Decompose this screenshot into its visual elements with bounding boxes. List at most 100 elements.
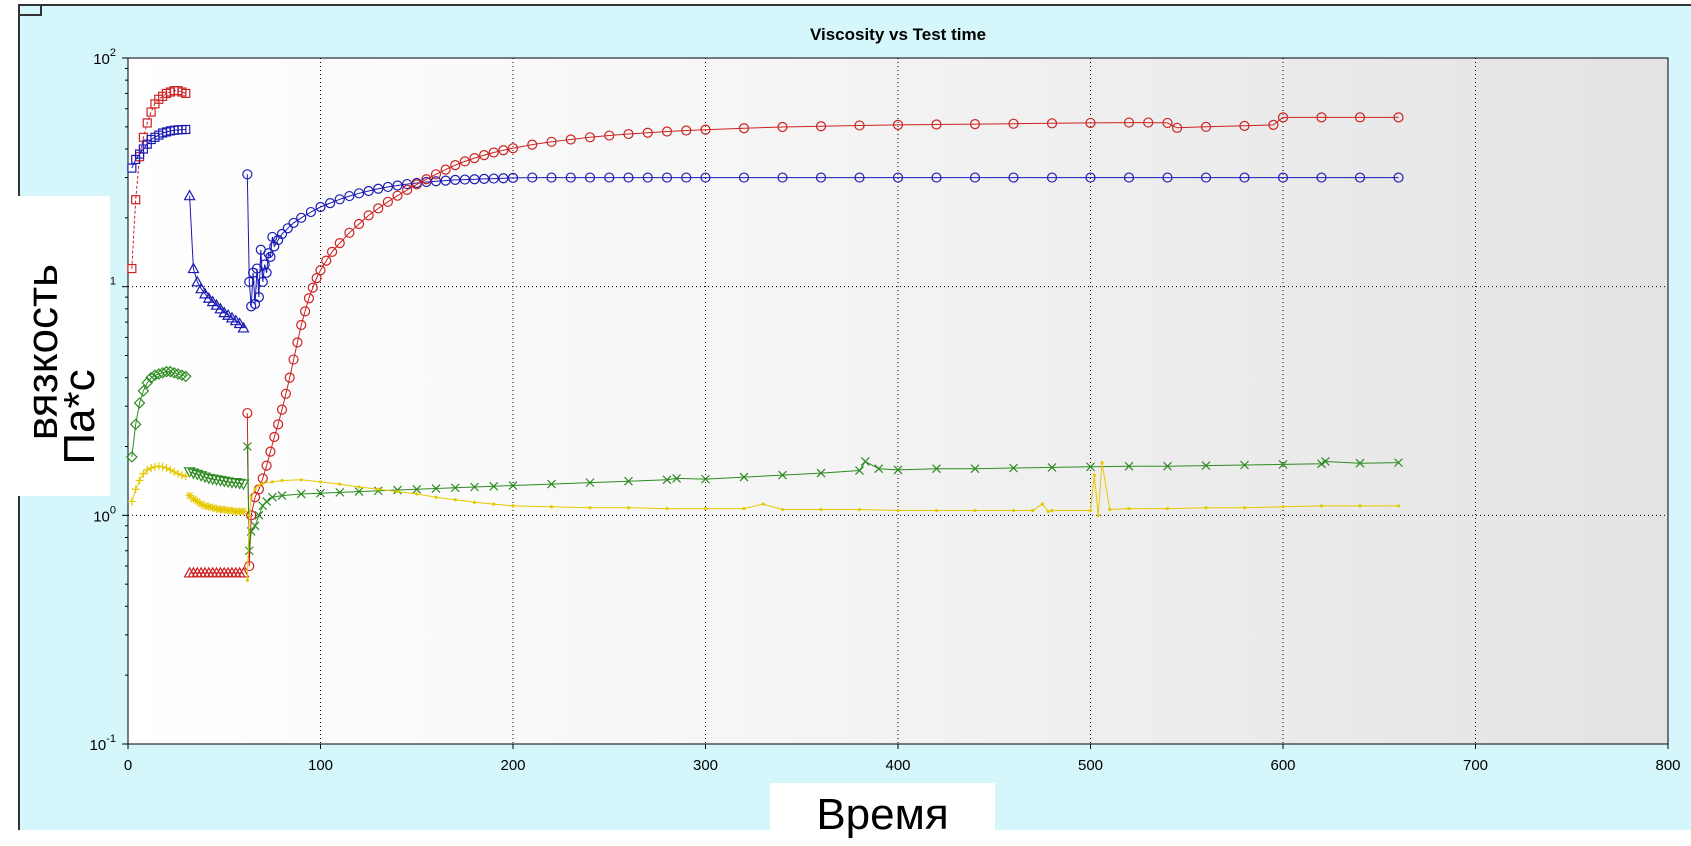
data-point <box>170 467 179 476</box>
data-point <box>973 508 977 513</box>
data-point <box>392 180 403 191</box>
data-point <box>261 267 272 278</box>
data-point <box>450 160 461 171</box>
x-axis-label: Время <box>816 790 949 839</box>
data-point <box>1011 508 1016 513</box>
data-point <box>508 481 518 490</box>
data-point <box>469 174 480 185</box>
data-point <box>315 265 326 276</box>
data-point <box>344 227 355 238</box>
data-point <box>244 546 254 556</box>
data-point <box>126 451 138 463</box>
data-point <box>239 507 248 516</box>
series-line <box>246 116 1399 567</box>
data-point <box>489 481 499 491</box>
data-point <box>172 368 184 380</box>
data-point <box>227 506 236 515</box>
data-point <box>363 185 374 197</box>
data-point <box>1100 461 1104 465</box>
data-point <box>244 560 255 572</box>
data-point <box>498 145 509 156</box>
data-point <box>1047 462 1057 472</box>
data-point <box>220 505 229 514</box>
data-point <box>681 125 692 136</box>
data-point <box>202 292 215 303</box>
data-point <box>303 293 315 304</box>
data-point <box>183 467 196 479</box>
data-point <box>191 469 204 481</box>
series <box>242 442 1403 556</box>
data-point <box>1092 473 1096 477</box>
data-point <box>1040 502 1044 506</box>
data-point <box>546 172 557 183</box>
data-point <box>892 172 904 183</box>
data-point <box>1008 118 1019 129</box>
data-point <box>1354 112 1366 123</box>
data-point <box>168 366 181 379</box>
data-point <box>150 462 159 471</box>
data-point <box>624 476 633 486</box>
data-point <box>307 282 318 293</box>
data-point <box>206 295 219 307</box>
data-point <box>492 502 496 506</box>
data-point <box>453 498 457 502</box>
data-point <box>233 478 246 490</box>
data-point <box>195 471 208 482</box>
data-point <box>253 487 257 491</box>
data-point <box>353 188 365 199</box>
data-point <box>1268 119 1279 130</box>
data-point <box>296 319 307 331</box>
data-point <box>233 317 246 329</box>
data-point <box>700 124 711 135</box>
data-point <box>1355 458 1365 468</box>
data-point <box>1277 172 1289 183</box>
data-point <box>411 179 422 190</box>
data-point <box>1319 504 1324 508</box>
data-point <box>1046 118 1058 129</box>
y-axis-unit: Па*с <box>55 369 104 465</box>
data-point <box>604 172 615 183</box>
data-point <box>212 504 221 513</box>
data-point <box>244 276 255 287</box>
data-point <box>402 184 413 195</box>
data-point <box>642 172 653 183</box>
data-point <box>854 172 865 183</box>
data-point <box>127 497 136 506</box>
series <box>126 365 192 463</box>
data-point <box>1358 504 1362 508</box>
data-point <box>253 292 264 303</box>
data-point <box>250 521 260 531</box>
data-point <box>338 482 342 486</box>
data-point <box>440 164 451 175</box>
data-point <box>565 172 576 183</box>
data-point <box>584 132 596 143</box>
ylabel-box <box>0 196 110 496</box>
data-point <box>642 127 653 138</box>
data-point <box>262 497 272 506</box>
data-point <box>1050 508 1054 513</box>
data-point <box>292 337 303 348</box>
data-point <box>742 507 746 511</box>
data-point <box>1240 460 1249 470</box>
data-point <box>479 173 490 184</box>
data-point <box>479 150 490 161</box>
data-point <box>816 468 826 478</box>
data-point <box>1172 122 1183 133</box>
y-tick-label: 102 <box>93 47 116 68</box>
plot-area <box>127 57 1669 745</box>
data-point <box>127 163 137 173</box>
data-point <box>430 169 442 180</box>
data-point <box>488 173 499 184</box>
data-point <box>860 457 870 466</box>
data-point <box>354 487 364 497</box>
data-point <box>1200 172 1212 183</box>
data-point <box>280 388 291 399</box>
y-tick-label: 100 <box>93 504 116 525</box>
data-point <box>160 365 173 378</box>
series <box>183 467 250 491</box>
data-point <box>296 489 306 499</box>
data-point <box>546 136 557 147</box>
data-point <box>931 119 942 130</box>
data-point <box>681 172 692 183</box>
data-point <box>857 507 862 512</box>
